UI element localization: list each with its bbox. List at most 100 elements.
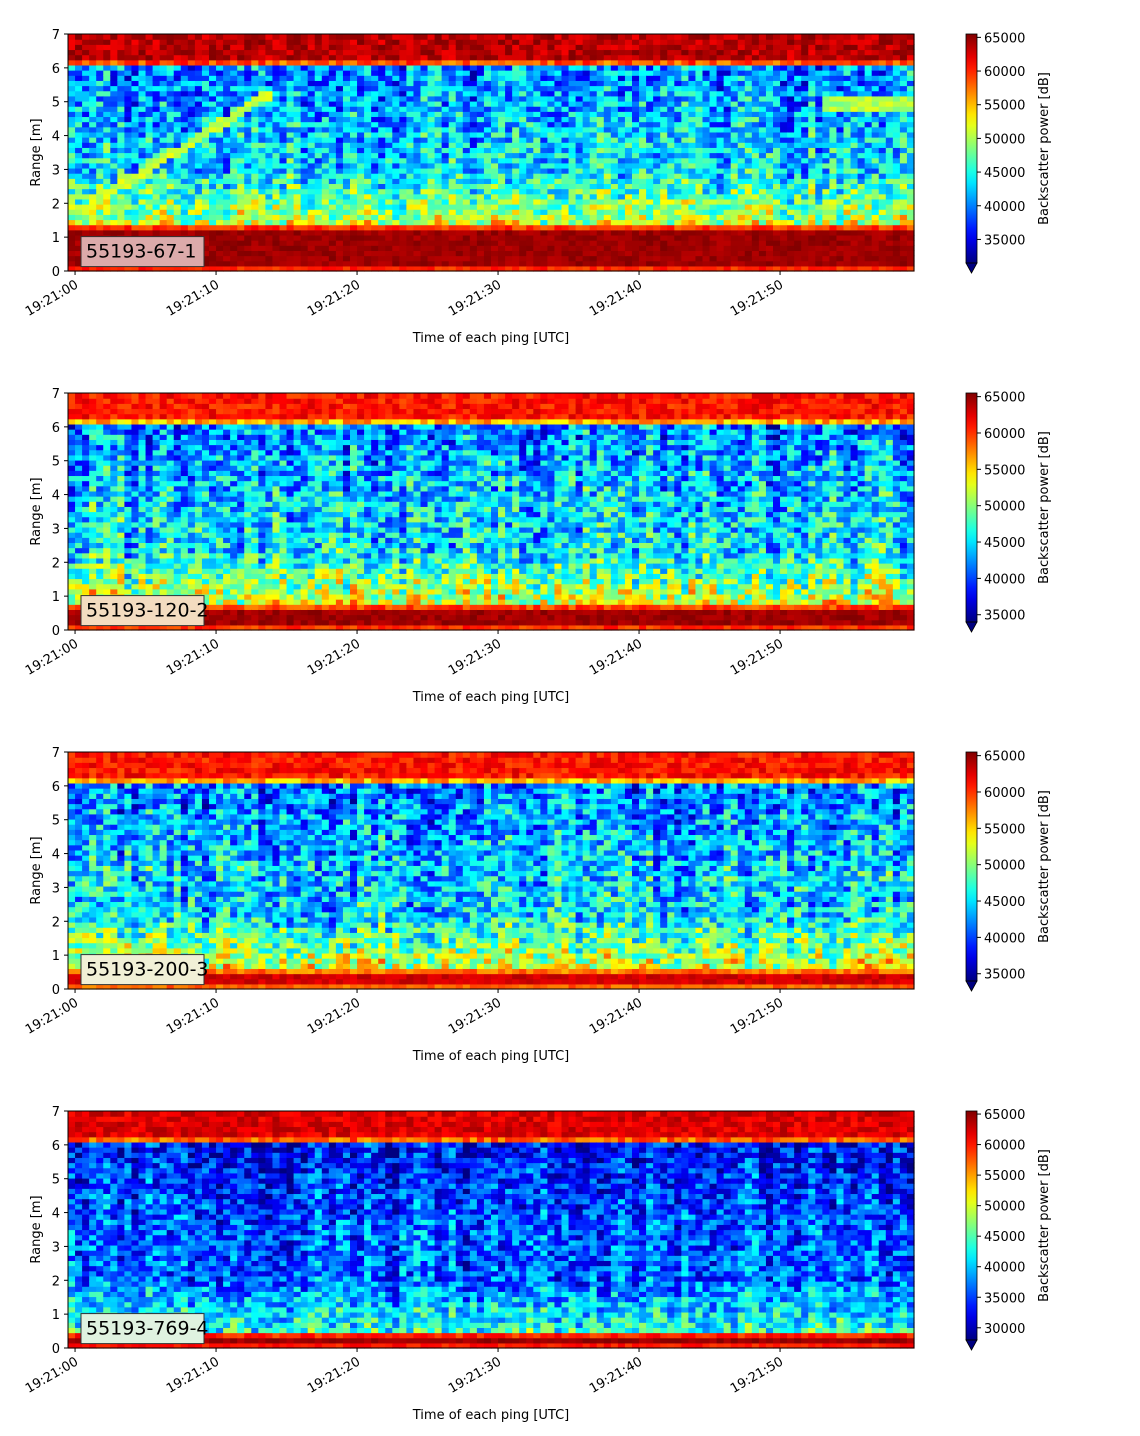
heatmap-cell	[244, 261, 252, 267]
heatmap-cell	[160, 70, 168, 76]
heatmap-cell	[153, 163, 161, 169]
heatmap-cell	[484, 86, 492, 92]
heatmap-cell	[822, 245, 830, 251]
heatmap-cell	[117, 70, 125, 76]
heatmap-cell	[329, 199, 337, 205]
heatmap-cell	[258, 230, 266, 236]
heatmap-cell	[89, 219, 97, 225]
heatmap-cell	[223, 168, 231, 174]
heatmap-cell	[540, 49, 548, 55]
heatmap-cell	[357, 209, 365, 215]
heatmap-cell	[202, 34, 210, 40]
heatmap-cell	[124, 147, 132, 153]
heatmap-cell	[456, 194, 464, 200]
heatmap-cell	[597, 49, 605, 55]
heatmap-cell	[336, 189, 344, 195]
heatmap-cell	[188, 183, 196, 189]
heatmap-cell	[815, 178, 823, 184]
heatmap-cell	[703, 101, 711, 107]
heatmap-cell	[442, 137, 450, 143]
heatmap-cell	[301, 189, 309, 195]
heatmap-cell	[752, 168, 760, 174]
heatmap-cell	[202, 214, 210, 220]
heatmap-cell	[428, 137, 436, 143]
heatmap-cell	[780, 142, 788, 148]
heatmap-cell	[829, 225, 837, 231]
heatmap-cell	[484, 49, 492, 55]
heatmap-cell	[406, 116, 414, 122]
heatmap-cell	[146, 158, 154, 164]
heatmap-cell	[449, 214, 457, 220]
heatmap-cell	[569, 44, 577, 50]
heatmap-cell	[202, 189, 210, 195]
heatmap-cell	[413, 204, 421, 210]
heatmap-cell	[583, 86, 591, 92]
heatmap-cell	[484, 256, 492, 262]
heatmap-cell	[554, 214, 562, 220]
heatmap-cell	[385, 132, 393, 138]
heatmap-cell	[562, 219, 570, 225]
heatmap-cell	[399, 86, 407, 92]
heatmap-cell	[167, 116, 175, 122]
heatmap-cell	[463, 49, 471, 55]
heatmap-cell	[646, 106, 654, 112]
heatmap-cell	[745, 142, 753, 148]
heatmap-cell	[272, 153, 280, 159]
heatmap-cell	[202, 44, 210, 50]
heatmap-cell	[526, 127, 534, 133]
heatmap-cell	[681, 168, 689, 174]
heatmap-cell	[294, 111, 302, 117]
heatmap-cell	[223, 261, 231, 267]
heatmap-cell	[449, 55, 457, 61]
heatmap-cell	[336, 147, 344, 153]
heatmap-cell	[533, 60, 541, 66]
heatmap-cell	[780, 235, 788, 241]
heatmap-cell	[597, 214, 605, 220]
heatmap-cell	[611, 245, 619, 251]
heatmap-cell	[223, 225, 231, 231]
heatmap-cell	[787, 132, 795, 138]
heatmap-cell	[759, 261, 767, 267]
heatmap-cell	[660, 250, 668, 256]
heatmap-cell	[329, 168, 337, 174]
heatmap-cell	[385, 199, 393, 205]
heatmap-cell	[625, 183, 633, 189]
heatmap-cell	[117, 219, 125, 225]
heatmap-cell	[505, 168, 513, 174]
heatmap-cell	[505, 178, 513, 184]
heatmap-cell	[413, 250, 421, 256]
heatmap-cell	[280, 153, 288, 159]
heatmap-cell	[674, 204, 682, 210]
heatmap-cell	[244, 75, 252, 81]
heatmap-cell	[371, 209, 379, 215]
heatmap-cell	[519, 250, 527, 256]
heatmap-cell	[251, 34, 259, 40]
heatmap-cell	[258, 49, 266, 55]
heatmap-cell	[794, 49, 802, 55]
heatmap-cell	[174, 219, 182, 225]
heatmap-cell	[103, 209, 111, 215]
heatmap-cell	[139, 60, 147, 66]
heatmap-cell	[547, 168, 555, 174]
heatmap-cell	[435, 127, 443, 133]
heatmap-cell	[385, 55, 393, 61]
heatmap-cell	[146, 173, 154, 179]
heatmap-cell	[322, 214, 330, 220]
heatmap-cell	[315, 250, 323, 256]
heatmap-cell	[223, 111, 231, 117]
heatmap-cell	[554, 60, 562, 66]
heatmap-cell	[491, 189, 499, 195]
heatmap-cell	[590, 49, 598, 55]
heatmap-cell	[103, 60, 111, 66]
heatmap-cell	[519, 230, 527, 236]
heatmap-cell	[308, 49, 316, 55]
heatmap-cell	[110, 60, 118, 66]
heatmap-cell	[336, 245, 344, 251]
heatmap-cell	[646, 60, 654, 66]
heatmap-cell	[724, 60, 732, 66]
heatmap-cell	[364, 209, 372, 215]
heatmap-cell	[660, 225, 668, 231]
heatmap-cell	[688, 240, 696, 246]
heatmap-cell	[202, 39, 210, 45]
heatmap-cell	[766, 194, 774, 200]
